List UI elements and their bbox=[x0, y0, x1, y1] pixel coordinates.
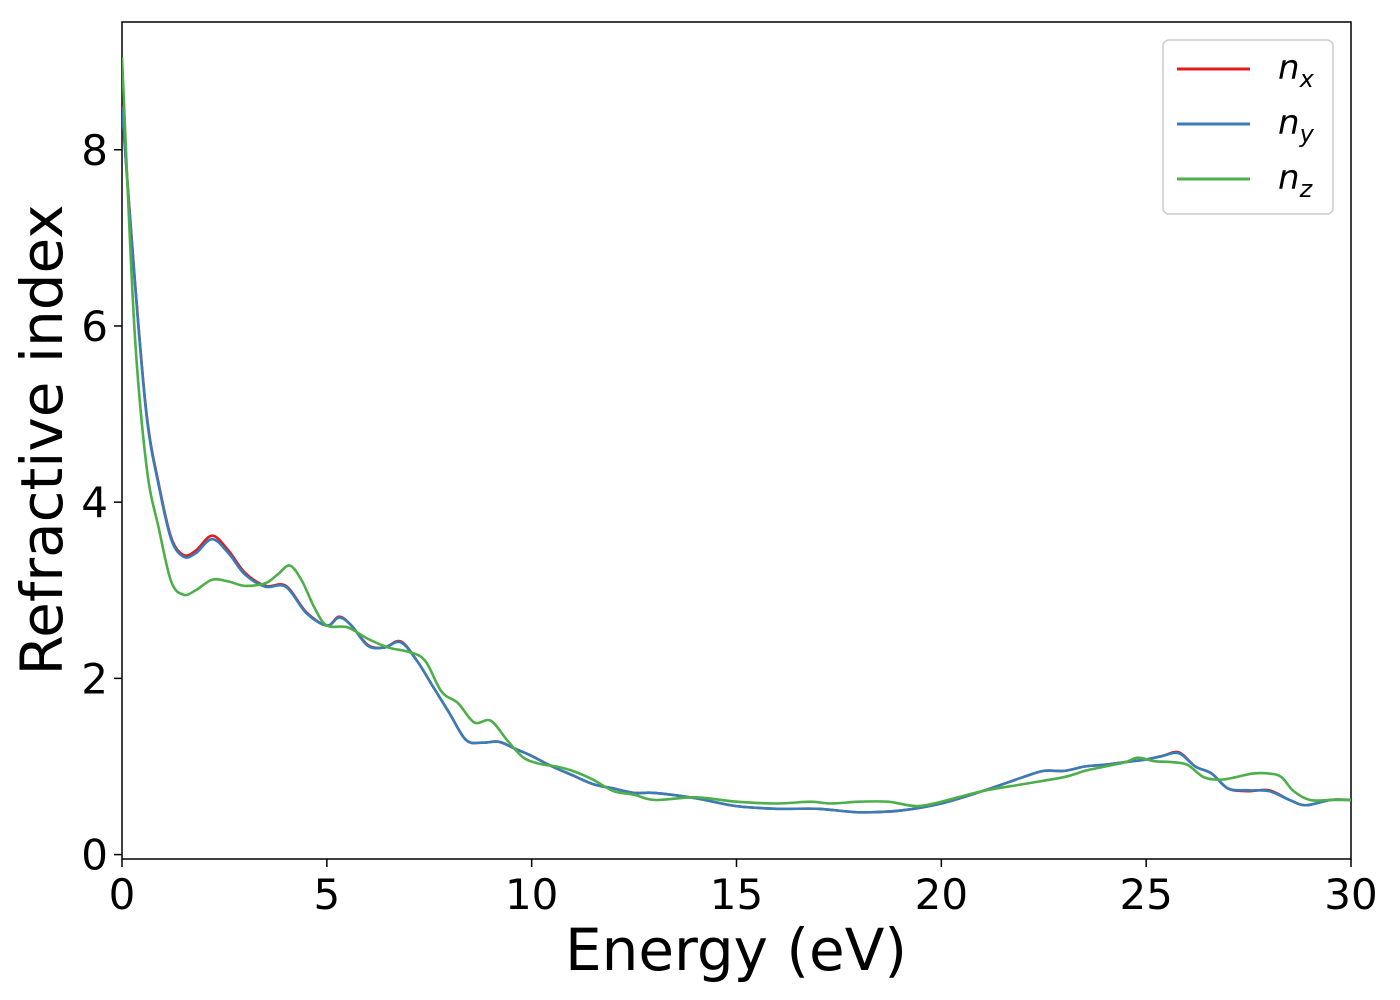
legend-label-x: nx bbox=[1278, 48, 1315, 93]
legend-label-z: nz bbox=[1278, 158, 1314, 203]
plot-area bbox=[121, 21, 1352, 860]
y-tick-label: 2 bbox=[81, 654, 108, 703]
legend: nx ny nz bbox=[1162, 39, 1334, 215]
x-axis-title: Energy (eV) bbox=[565, 916, 907, 984]
x-tick-label: 30 bbox=[1324, 870, 1377, 919]
x-tick-label: 5 bbox=[313, 870, 340, 919]
y-tick-label: 0 bbox=[81, 831, 108, 880]
x-tick-label: 25 bbox=[1119, 870, 1172, 919]
y-axis-title: Refractive index bbox=[8, 204, 76, 675]
series-line-y bbox=[122, 107, 1351, 814]
legend-label-y: ny bbox=[1278, 103, 1315, 148]
x-tick-label: 15 bbox=[710, 870, 763, 919]
series-line-z bbox=[122, 57, 1351, 808]
x-tick-label: 20 bbox=[915, 870, 968, 919]
legend-frame bbox=[1162, 39, 1334, 215]
y-tick-label: 8 bbox=[81, 126, 108, 175]
y-tick-label: 4 bbox=[81, 478, 108, 527]
x-tick-label: 0 bbox=[109, 870, 136, 919]
y-tick-label: 6 bbox=[81, 302, 108, 351]
tick-layer: 0 5 10 15 20 25 30 0 2 4 6 8 bbox=[81, 126, 1377, 919]
x-tick-label: 10 bbox=[505, 870, 558, 919]
series-layer bbox=[122, 57, 1351, 814]
